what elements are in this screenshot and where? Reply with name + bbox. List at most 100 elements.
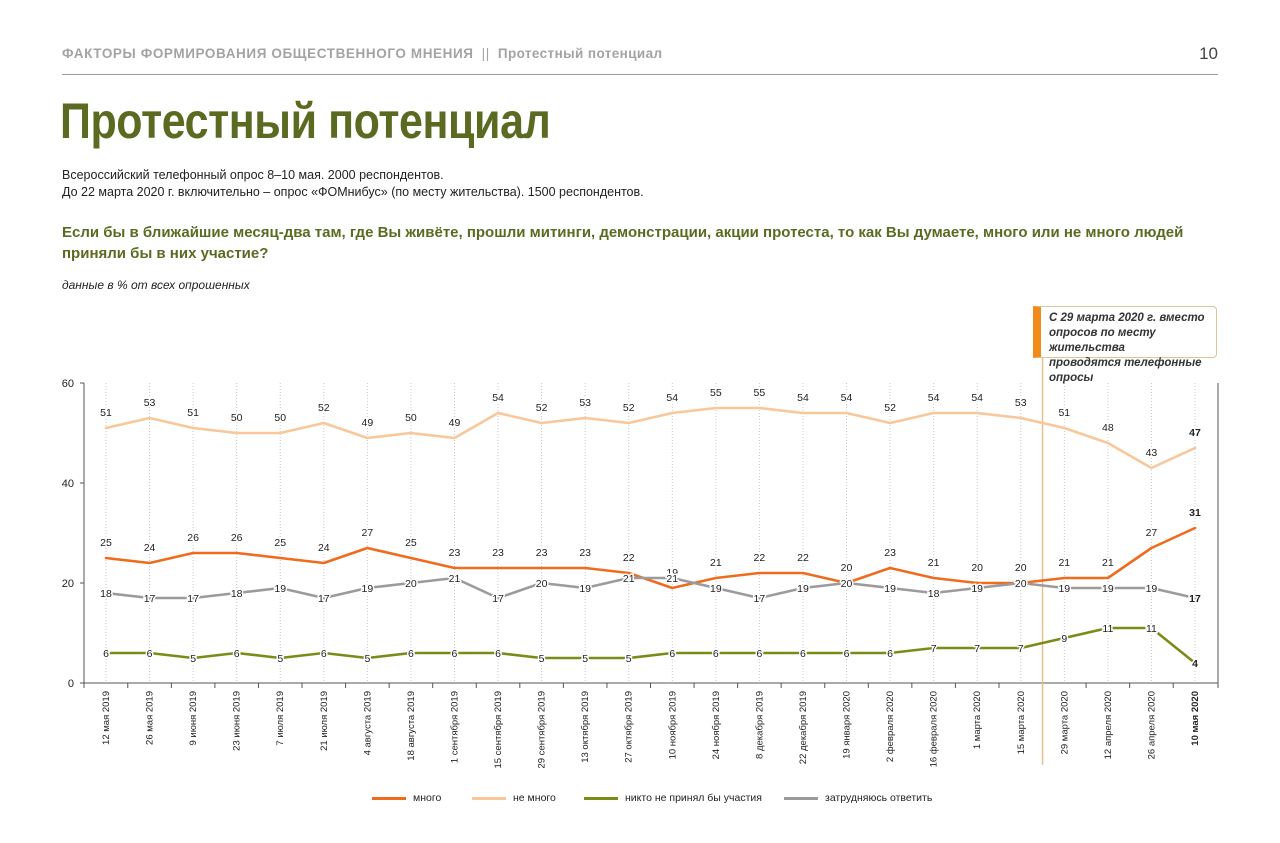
data-label: 11 bbox=[1102, 623, 1113, 635]
data-label: 17 bbox=[1189, 593, 1201, 605]
data-label: 5 bbox=[364, 653, 370, 665]
x-tick-label: 29 сентября 2019 bbox=[537, 691, 548, 769]
data-label: 49 bbox=[362, 417, 374, 429]
legend-label: не много bbox=[513, 792, 556, 804]
y-tick-label: 40 bbox=[62, 478, 74, 490]
data-label: 50 bbox=[274, 412, 286, 424]
x-tick-label: 4 августа 2019 bbox=[362, 691, 373, 755]
data-label: 22 bbox=[623, 552, 635, 564]
data-label: 51 bbox=[187, 407, 199, 419]
x-tick-label: 1 марта 2020 bbox=[972, 691, 983, 749]
x-tick-label: 23 июня 2019 bbox=[232, 691, 243, 751]
units-note: данные в % от всех опрошенных bbox=[62, 278, 250, 292]
data-label: 54 bbox=[841, 392, 853, 404]
data-label: 21 bbox=[928, 557, 940, 569]
data-label: 6 bbox=[713, 648, 719, 660]
data-label: 6 bbox=[887, 648, 893, 660]
x-tick-label: 8 декабря 2019 bbox=[754, 691, 765, 759]
data-label: 18 bbox=[231, 588, 243, 600]
data-label: 25 bbox=[100, 537, 112, 549]
legend-swatch bbox=[784, 796, 818, 800]
data-label: 20 bbox=[405, 578, 417, 590]
data-label: 31 bbox=[1189, 507, 1201, 519]
data-label: 18 bbox=[928, 588, 940, 600]
data-label: 5 bbox=[190, 653, 196, 665]
legend-swatch bbox=[472, 796, 506, 800]
x-tick-label: 15 марта 2020 bbox=[1016, 691, 1027, 754]
data-label: 6 bbox=[669, 648, 675, 660]
data-label: 19 bbox=[1102, 583, 1114, 595]
data-label: 27 bbox=[1146, 527, 1158, 539]
data-label: 4 bbox=[1192, 658, 1198, 670]
legend-item: не много bbox=[472, 792, 556, 804]
data-label: 24 bbox=[144, 542, 156, 554]
data-label: 55 bbox=[754, 387, 766, 399]
data-label: 22 bbox=[754, 552, 766, 564]
series-line-3 bbox=[104, 576, 1197, 600]
data-label: 19 bbox=[362, 583, 374, 595]
data-label: 52 bbox=[623, 402, 635, 414]
data-label: 54 bbox=[928, 392, 940, 404]
legend-swatch bbox=[372, 796, 406, 800]
data-label: 51 bbox=[100, 407, 112, 419]
data-label: 53 bbox=[579, 397, 591, 409]
data-label: 22 bbox=[797, 552, 809, 564]
page-title: Протестный потенциал bbox=[60, 93, 551, 149]
data-label: 19 bbox=[1058, 583, 1070, 595]
header-separator: || bbox=[481, 46, 490, 61]
data-label: 49 bbox=[449, 417, 461, 429]
legend-label: никто не принял бы участия bbox=[625, 792, 762, 804]
method-note: Всероссийский телефонный опрос 8–10 мая.… bbox=[62, 167, 644, 201]
data-label: 23 bbox=[449, 547, 461, 559]
x-tick-label: 10 ноября 2019 bbox=[667, 691, 678, 759]
data-label: 20 bbox=[536, 578, 548, 590]
legend-item: затрудняюсь ответить bbox=[784, 792, 932, 804]
data-label: 6 bbox=[234, 648, 240, 660]
data-label: 5 bbox=[539, 653, 545, 665]
data-label: 11 bbox=[1146, 623, 1157, 635]
data-label: 54 bbox=[666, 392, 678, 404]
data-label: 52 bbox=[884, 402, 896, 414]
data-label: 54 bbox=[492, 392, 504, 404]
series-line-1 bbox=[104, 406, 1197, 470]
data-label: 5 bbox=[277, 653, 283, 665]
data-label: 43 bbox=[1146, 447, 1158, 459]
data-label: 54 bbox=[971, 392, 983, 404]
data-label: 26 bbox=[231, 532, 243, 544]
x-tick-label: 22 декабря 2019 bbox=[798, 691, 809, 764]
y-tick-label: 0 bbox=[68, 678, 74, 690]
data-label: 17 bbox=[754, 593, 766, 605]
data-label: 20 bbox=[1015, 562, 1027, 574]
data-label: 6 bbox=[756, 648, 762, 660]
x-tick-label: 12 апреля 2020 bbox=[1103, 691, 1114, 759]
data-label: 17 bbox=[492, 593, 504, 605]
method-line-2: До 22 марта 2020 г. включительно – опрос… bbox=[62, 185, 644, 199]
x-tick-label: 24 ноября 2019 bbox=[711, 691, 722, 759]
data-label: 19 bbox=[710, 583, 722, 595]
data-label: 52 bbox=[318, 402, 330, 414]
data-label: 18 bbox=[100, 588, 112, 600]
callout-line-3: проводятся телефонные опросы bbox=[1049, 357, 1202, 384]
callout-line-2: опросов по месту жительства bbox=[1049, 327, 1156, 354]
data-label: 6 bbox=[321, 648, 327, 660]
x-tick-label: 19 января 2020 bbox=[842, 691, 853, 759]
x-tick-label: 2 февраля 2020 bbox=[885, 691, 896, 762]
data-label: 27 bbox=[362, 527, 374, 539]
data-label: 23 bbox=[579, 547, 591, 559]
data-label: 9 bbox=[1061, 633, 1067, 645]
x-tick-label: 9 июня 2019 bbox=[188, 691, 199, 746]
callout-line-1: С 29 марта 2020 г. вместо bbox=[1049, 312, 1205, 324]
method-line-1: Всероссийский телефонный опрос 8–10 мая.… bbox=[62, 168, 444, 182]
y-tick-label: 60 bbox=[62, 378, 74, 390]
x-tick-label: 10 мая 2020 bbox=[1190, 691, 1201, 746]
data-label: 19 bbox=[1146, 583, 1158, 595]
data-label: 7 bbox=[931, 643, 937, 655]
y-tick-label: 20 bbox=[62, 578, 74, 590]
data-label: 55 bbox=[710, 387, 722, 399]
data-label: 21 bbox=[1058, 557, 1070, 569]
legend-label: затрудняюсь ответить bbox=[825, 792, 933, 804]
x-tick-label: 27 октября 2019 bbox=[624, 691, 635, 763]
data-label: 23 bbox=[536, 547, 548, 559]
method-change-callout: С 29 марта 2020 г. вместо опросов по мес… bbox=[1033, 306, 1217, 384]
